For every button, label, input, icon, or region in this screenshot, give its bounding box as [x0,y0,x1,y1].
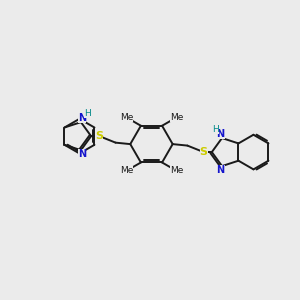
Text: N: N [78,113,86,123]
Text: H: H [212,125,219,134]
Text: Me: Me [120,166,133,175]
Text: N: N [78,149,86,159]
Text: N: N [217,165,225,175]
Text: N: N [217,129,225,139]
Text: Me: Me [170,166,183,175]
Text: Me: Me [170,113,183,122]
Text: S: S [95,131,104,141]
Text: H: H [84,110,91,118]
Text: S: S [200,147,208,157]
Text: Me: Me [120,113,133,122]
